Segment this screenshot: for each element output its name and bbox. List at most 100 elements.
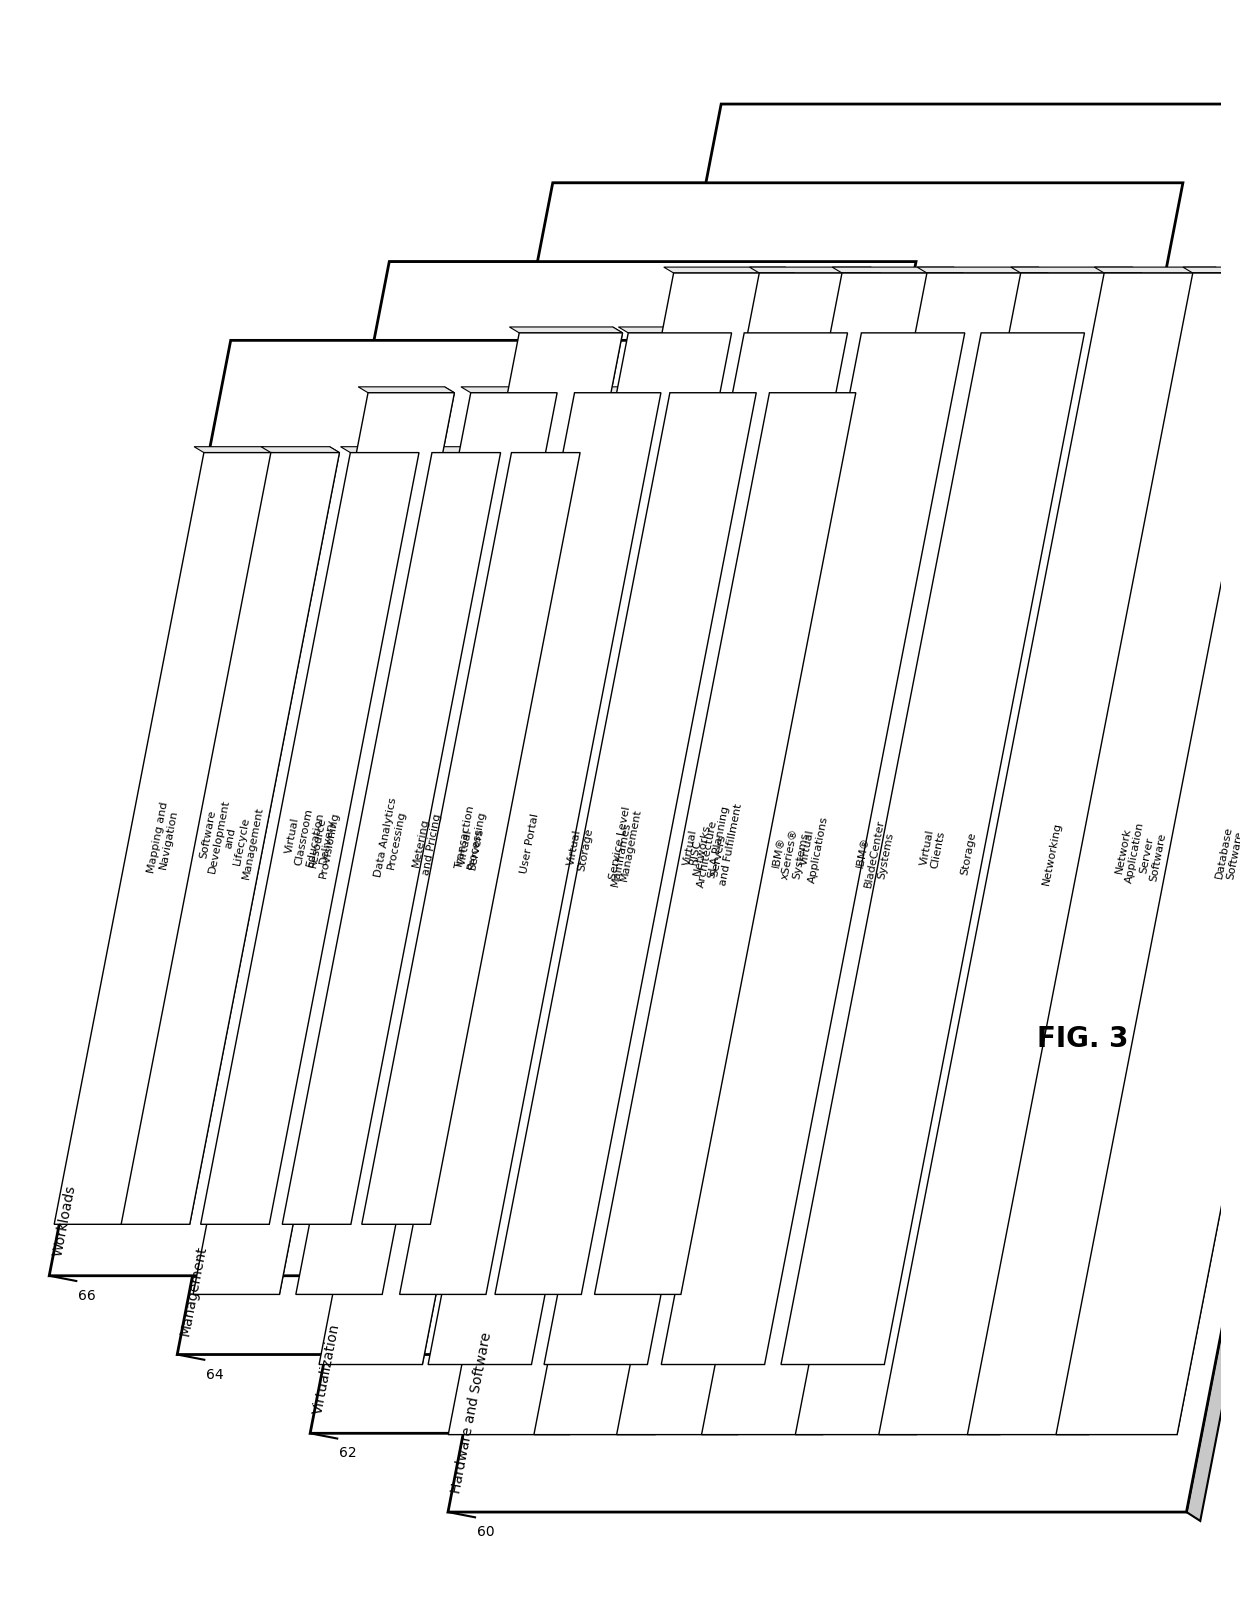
Polygon shape: [544, 333, 848, 1365]
Text: Virtual
Applications: Virtual Applications: [796, 813, 830, 885]
Polygon shape: [362, 453, 580, 1224]
Polygon shape: [734, 326, 848, 333]
Text: Virtual
Storage: Virtual Storage: [565, 824, 595, 872]
Polygon shape: [428, 333, 732, 1365]
Text: FIG. 3: FIG. 3: [1038, 1026, 1128, 1053]
Polygon shape: [760, 386, 856, 393]
Polygon shape: [510, 326, 622, 333]
Polygon shape: [522, 326, 732, 1365]
Polygon shape: [193, 393, 454, 1295]
Text: Virtual
Networks: Virtual Networks: [681, 821, 712, 876]
Polygon shape: [55, 453, 273, 1224]
Polygon shape: [495, 393, 756, 1295]
Polygon shape: [420, 446, 580, 1224]
Text: IBM®
BladeCenter
Systems: IBM® BladeCenter Systems: [852, 816, 898, 891]
Polygon shape: [812, 268, 1048, 1435]
Polygon shape: [572, 386, 756, 1295]
Polygon shape: [663, 268, 795, 273]
Polygon shape: [231, 341, 663, 349]
Polygon shape: [967, 273, 1240, 1435]
Text: Virtual
Servers: Virtual Servers: [456, 826, 486, 872]
Polygon shape: [50, 341, 650, 1276]
Polygon shape: [467, 341, 663, 1285]
Text: Mapping and
Navigation: Mapping and Navigation: [146, 800, 181, 876]
Polygon shape: [564, 386, 661, 393]
Polygon shape: [310, 183, 1183, 1433]
Polygon shape: [832, 268, 963, 273]
Polygon shape: [1094, 268, 1225, 273]
Text: SLA Planning
and Fulfillment: SLA Planning and Fulfillment: [707, 800, 744, 886]
Polygon shape: [619, 326, 732, 333]
Polygon shape: [358, 386, 454, 393]
Text: Mainframes: Mainframes: [610, 821, 632, 888]
Text: Networking: Networking: [1042, 821, 1063, 886]
Text: Service Level
Management: Service Level Management: [608, 805, 644, 883]
Polygon shape: [918, 268, 1048, 273]
Polygon shape: [534, 273, 880, 1435]
Polygon shape: [422, 446, 501, 453]
Polygon shape: [201, 453, 419, 1224]
Polygon shape: [795, 273, 1142, 1435]
Text: Storage: Storage: [960, 831, 977, 876]
Polygon shape: [448, 273, 795, 1435]
Text: Data Analytics
Processing: Data Analytics Processing: [373, 797, 409, 880]
Polygon shape: [1079, 268, 1240, 1435]
Text: Resource
Provisioning: Resource Provisioning: [306, 808, 341, 878]
Polygon shape: [1011, 268, 1142, 273]
Polygon shape: [637, 326, 848, 1365]
Polygon shape: [1056, 273, 1240, 1435]
Text: Workloads: Workloads: [51, 1185, 78, 1258]
Polygon shape: [1187, 104, 1240, 1521]
Polygon shape: [1167, 268, 1240, 1435]
Polygon shape: [341, 446, 501, 1224]
Text: RISC
Architecture
Servers: RISC Architecture Servers: [684, 816, 730, 891]
Text: Software
Development
and
Lifecycle
Management: Software Development and Lifecycle Manag…: [196, 797, 265, 881]
Polygon shape: [448, 104, 1240, 1513]
Polygon shape: [399, 393, 661, 1295]
Polygon shape: [971, 326, 1085, 333]
Text: 66: 66: [78, 1289, 95, 1303]
Polygon shape: [319, 333, 622, 1365]
Text: Database
Software: Database Software: [1214, 826, 1240, 881]
Text: Virtualization: Virtualization: [311, 1323, 342, 1415]
Polygon shape: [122, 453, 340, 1224]
Polygon shape: [502, 446, 580, 453]
Polygon shape: [389, 261, 930, 271]
Text: 62: 62: [340, 1446, 357, 1461]
Polygon shape: [940, 183, 1197, 1443]
Polygon shape: [283, 453, 501, 1224]
Polygon shape: [879, 273, 1225, 1435]
Polygon shape: [852, 326, 965, 333]
Polygon shape: [616, 273, 963, 1435]
Polygon shape: [671, 386, 856, 1295]
Text: Management: Management: [179, 1245, 210, 1337]
Polygon shape: [260, 446, 340, 453]
Polygon shape: [259, 446, 419, 1224]
Polygon shape: [180, 446, 340, 1224]
Polygon shape: [476, 386, 661, 1295]
Text: Network
Application
Server
Software: Network Application Server Software: [1112, 820, 1168, 889]
Polygon shape: [177, 261, 916, 1355]
Polygon shape: [704, 261, 930, 1363]
Text: Transaction
Processing: Transaction Processing: [454, 805, 487, 872]
Polygon shape: [702, 273, 1048, 1435]
Polygon shape: [413, 326, 622, 1365]
Polygon shape: [113, 446, 273, 1224]
Polygon shape: [722, 104, 1240, 114]
Polygon shape: [269, 386, 454, 1295]
Text: Hardware and Software: Hardware and Software: [449, 1331, 494, 1495]
Polygon shape: [553, 183, 1197, 192]
Text: User Portal: User Portal: [520, 813, 541, 875]
Polygon shape: [660, 386, 756, 393]
Polygon shape: [1183, 268, 1240, 273]
Polygon shape: [990, 268, 1225, 1435]
Text: Virtual
Clients: Virtual Clients: [919, 828, 947, 870]
Polygon shape: [645, 268, 880, 1435]
Polygon shape: [781, 333, 1085, 1365]
Polygon shape: [594, 393, 856, 1295]
Polygon shape: [728, 268, 963, 1435]
Text: 60: 60: [477, 1526, 495, 1539]
Polygon shape: [341, 446, 419, 453]
Polygon shape: [372, 386, 557, 1295]
Polygon shape: [559, 268, 795, 1435]
